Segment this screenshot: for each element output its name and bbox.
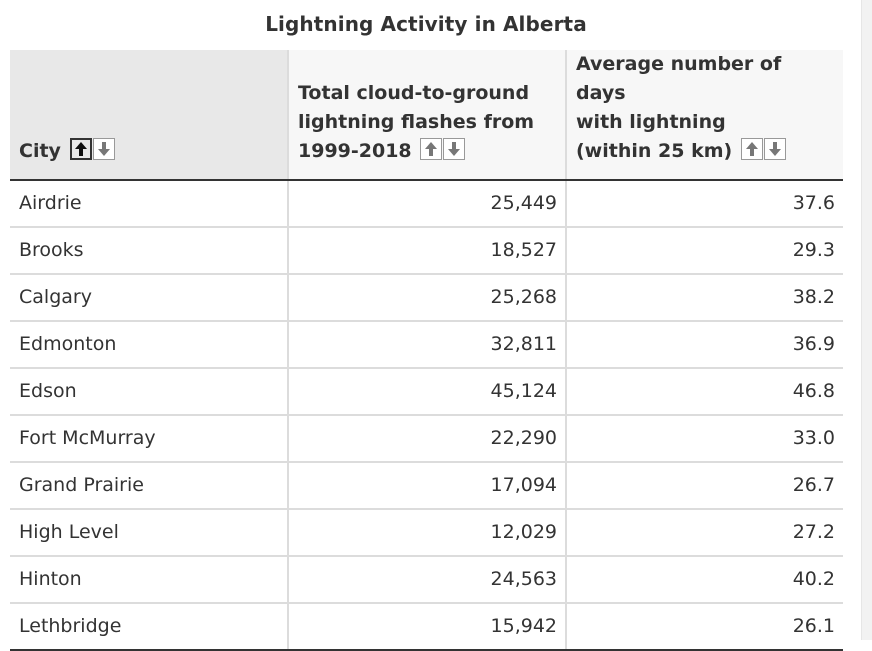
- days-cell: 37.6: [565, 180, 843, 228]
- flashes-cell: 15,942: [287, 603, 566, 651]
- arrow-up-icon: [74, 142, 87, 156]
- column-header-flashes: Total cloud-to-ground lightning flashes …: [287, 50, 566, 181]
- arrow-down-icon: [768, 142, 781, 156]
- page-edge-strip: [861, 0, 872, 640]
- arrow-up-icon: [425, 142, 438, 156]
- city-cell: Brooks: [10, 227, 288, 275]
- table-row: Grand Prairie 17,094 26.7: [10, 462, 843, 510]
- column-header-line: (within 25 km): [576, 140, 733, 162]
- city-cell: Hinton: [10, 556, 288, 604]
- days-cell: 26.7: [565, 462, 843, 510]
- arrow-down-icon: [448, 142, 461, 156]
- flashes-cell: 45,124: [287, 368, 566, 416]
- table-caption: Lightning Activity in Alberta: [265, 12, 587, 36]
- header-row: City Total cloud-to-ground lightning fla…: [10, 50, 843, 181]
- table-row: Lethbridge 15,942 26.1: [10, 603, 843, 651]
- table-row: Edson 45,124 46.8: [10, 368, 843, 416]
- city-cell: Edmonton: [10, 321, 288, 369]
- city-cell: Lethbridge: [10, 603, 288, 651]
- days-cell: 26.1: [565, 603, 843, 651]
- column-header-city: City: [10, 50, 288, 181]
- arrow-up-icon: [745, 142, 758, 156]
- sort-ascending-button[interactable]: [420, 138, 443, 160]
- city-cell: High Level: [10, 509, 288, 557]
- table-row: Fort McMurray 22,290 33.0: [10, 415, 843, 463]
- sort-descending-button[interactable]: [763, 138, 786, 160]
- column-header-line: lightning flashes from: [298, 111, 535, 133]
- flashes-cell: 32,811: [287, 321, 566, 369]
- days-cell: 27.2: [565, 509, 843, 557]
- city-cell: Grand Prairie: [10, 462, 288, 510]
- days-cell: 40.2: [565, 556, 843, 604]
- sort-controls: [740, 138, 787, 169]
- arrow-down-icon: [97, 142, 110, 156]
- column-header-label: City: [19, 140, 61, 162]
- sort-controls: [69, 138, 116, 169]
- city-cell: Fort McMurray: [10, 415, 288, 463]
- table-row: Hinton 24,563 40.2: [10, 556, 843, 604]
- city-cell: Airdrie: [10, 180, 288, 228]
- sort-ascending-button[interactable]: [740, 138, 763, 160]
- table-row: Airdrie 25,449 37.6: [10, 180, 843, 228]
- flashes-cell: 17,094: [287, 462, 566, 510]
- days-cell: 36.9: [565, 321, 843, 369]
- flashes-cell: 25,449: [287, 180, 566, 228]
- sort-controls: [420, 138, 466, 169]
- days-cell: 29.3: [565, 227, 843, 275]
- flashes-cell: 12,029: [287, 509, 566, 557]
- city-cell: Edson: [10, 368, 288, 416]
- flashes-cell: 22,290: [287, 415, 566, 463]
- sort-ascending-button[interactable]: [69, 138, 92, 160]
- city-cell: Calgary: [10, 274, 288, 322]
- days-cell: 33.0: [565, 415, 843, 463]
- table-row: High Level 12,029 27.2: [10, 509, 843, 557]
- sort-descending-button[interactable]: [443, 138, 466, 160]
- days-cell: 46.8: [565, 368, 843, 416]
- column-header-line: with lightning: [576, 111, 726, 133]
- column-header-line: 1999-2018: [298, 140, 412, 162]
- flashes-cell: 18,527: [287, 227, 566, 275]
- column-header-line: Average number of days: [576, 53, 782, 104]
- sort-descending-button[interactable]: [92, 138, 115, 160]
- column-header-days: Average number of days with lightning (w…: [565, 50, 843, 181]
- flashes-cell: 25,268: [287, 274, 566, 322]
- table-row: Edmonton 32,811 36.9: [10, 321, 843, 369]
- column-header-line: Total cloud-to-ground: [298, 82, 530, 104]
- table-row: Calgary 25,268 38.2: [10, 274, 843, 322]
- lightning-table: City Total cloud-to-ground lightning fla…: [10, 50, 843, 651]
- days-cell: 38.2: [565, 274, 843, 322]
- table-row: Brooks 18,527 29.3: [10, 227, 843, 275]
- flashes-cell: 24,563: [287, 556, 566, 604]
